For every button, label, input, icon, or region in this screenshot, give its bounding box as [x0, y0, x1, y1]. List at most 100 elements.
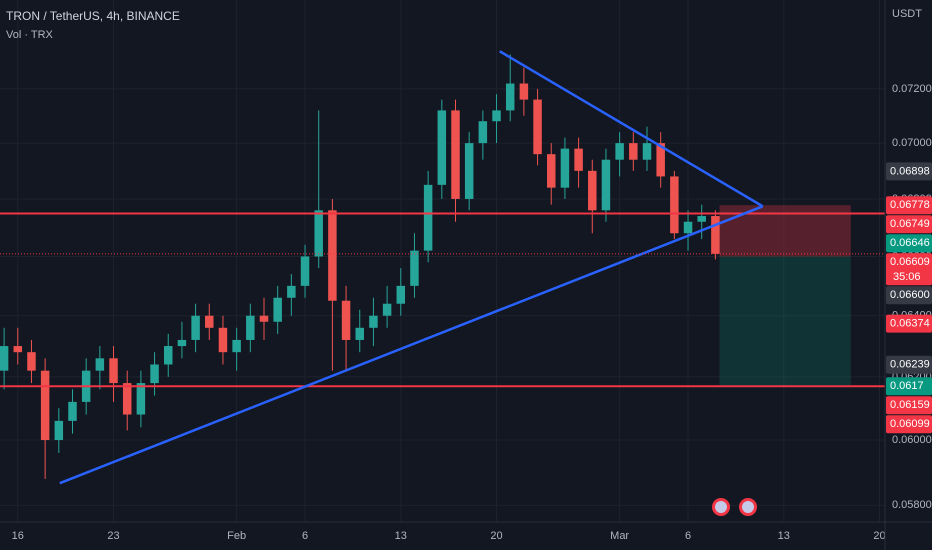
candle-body [314, 210, 323, 257]
candle-body [656, 143, 665, 177]
candle-body [136, 383, 146, 415]
candle-body [547, 154, 556, 188]
candle-body [191, 315, 200, 340]
candle-body [464, 143, 474, 199]
candle-body [13, 346, 23, 353]
candle-body [560, 148, 570, 188]
candle-body [615, 143, 624, 160]
candle-body [54, 420, 64, 441]
x-tick-label: 16 [12, 530, 24, 542]
price-tag-label: 0.06898 [890, 165, 930, 177]
price-tag [886, 234, 932, 253]
candle-body [711, 216, 720, 254]
candle-body [205, 315, 214, 328]
event-flag [742, 501, 754, 513]
candle-body [451, 110, 460, 199]
chart-subtitle: Vol · TRX [6, 29, 54, 41]
price-tag-label: 0.06749 [890, 218, 930, 230]
candle-body [246, 315, 255, 340]
price-tag-countdown: 35:06 [893, 271, 921, 283]
candle-body [478, 121, 488, 144]
candle-body [629, 143, 638, 160]
candle-body [328, 210, 337, 301]
candle-body [382, 303, 392, 316]
candle-body [122, 383, 132, 415]
price-tag [886, 355, 932, 374]
candle-body [670, 176, 679, 234]
candle-body [0, 346, 9, 371]
candle-body [437, 110, 447, 185]
trend-line [59, 205, 764, 485]
candle-body [287, 285, 296, 298]
price-tag-label: 0.06778 [890, 199, 930, 211]
candle-body [95, 358, 105, 371]
candle-body [683, 221, 693, 234]
candle-body [423, 184, 433, 251]
y-tick-label: 0.07000 [892, 137, 932, 149]
event-flag [715, 501, 727, 513]
price-tag [886, 396, 932, 415]
price-tag [886, 196, 932, 215]
candle-body [300, 256, 310, 286]
candle-body [40, 370, 50, 441]
price-tag [886, 415, 932, 434]
candle-body [533, 99, 542, 155]
candle-body [27, 352, 36, 371]
candle-body [601, 159, 611, 211]
candle-body [369, 315, 378, 328]
x-tick-label: Feb [227, 530, 246, 542]
price-tag-label: 0.06646 [890, 237, 930, 249]
price-tag-label: 0.06099 [890, 418, 930, 430]
x-tick-label: 6 [685, 530, 691, 542]
price-tag-label: 0.06159 [890, 399, 930, 411]
x-tick-label: 13 [778, 530, 790, 542]
x-tick-label: 23 [107, 530, 119, 542]
x-tick-label: 20 [490, 530, 502, 542]
x-tick-label: 20 [873, 530, 885, 542]
price-tag-label: 0.06600 [890, 289, 930, 301]
x-tick-label: 6 [302, 530, 308, 542]
y-tick-label: 0.06000 [892, 434, 932, 446]
candle-body [273, 297, 282, 322]
x-tick-label: 13 [395, 530, 407, 542]
candle-body [519, 83, 529, 100]
trend-line [499, 50, 764, 208]
target-zone [719, 256, 851, 387]
price-tag [886, 162, 932, 181]
price-tag [886, 286, 932, 305]
currency-label: USDT [892, 8, 922, 20]
price-tag [886, 215, 932, 234]
price-tag [886, 314, 932, 333]
candle-body [232, 339, 241, 353]
candle-body [341, 300, 351, 340]
x-tick-label: Mar [610, 530, 629, 542]
price-tag-label: 0.06374 [890, 317, 930, 329]
price-tag-label: 0.06609 [890, 256, 930, 268]
price-tag [886, 377, 932, 396]
y-tick-label: 0.05800 [892, 499, 932, 511]
candle-body [697, 216, 706, 222]
candle-body [574, 148, 583, 171]
candle-body [642, 143, 652, 160]
price-tag-label: 0.06239 [890, 359, 930, 371]
price-tag [886, 253, 932, 286]
candle-body [177, 339, 187, 347]
candle-body [396, 285, 406, 304]
candle-body [410, 250, 419, 286]
candle-body [164, 346, 173, 365]
candle-body [259, 315, 269, 322]
candle-body [505, 83, 515, 111]
candle-body [355, 327, 364, 340]
candle-body [218, 327, 228, 353]
chart-title: TRON / TetherUS, 4h, BINANCE [6, 9, 180, 23]
candle-body [492, 110, 501, 122]
price-tag-label: 0.0617 [890, 380, 924, 392]
candle-body [150, 364, 159, 384]
candle-body [588, 170, 597, 211]
candle-body [109, 358, 118, 384]
candle-body [68, 401, 77, 421]
y-tick-label: 0.07200 [892, 83, 932, 95]
